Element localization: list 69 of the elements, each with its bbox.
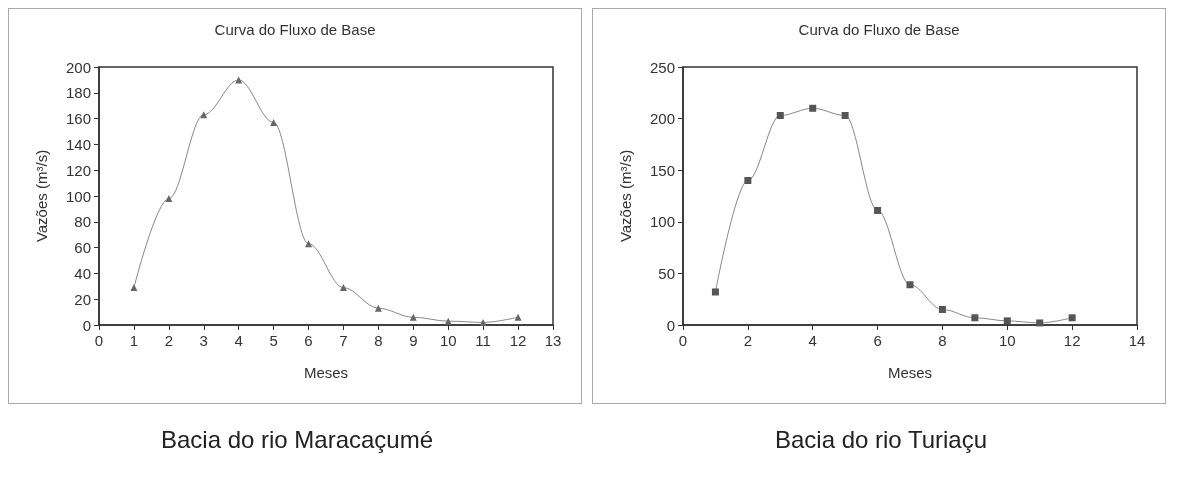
y-tick-label: 0: [666, 316, 675, 334]
point: [165, 195, 173, 203]
y-tick-label: 50: [658, 264, 675, 282]
x-tick-label: 13: [544, 332, 562, 349]
point: [479, 318, 487, 326]
chart-title: Curva do Fluxo de Base: [798, 21, 960, 38]
y-tick-label: 0: [82, 316, 91, 334]
y-tick-label: 140: [65, 135, 91, 153]
point: [906, 281, 914, 289]
y-tick-label: 180: [65, 84, 91, 102]
point: [874, 206, 882, 214]
x-tick-label: 14: [1128, 332, 1146, 349]
point: [776, 112, 784, 119]
x-axis-title: Meses: [887, 364, 933, 381]
x-tick-label: 2: [743, 332, 753, 349]
point: [971, 314, 979, 322]
y-axis-title: Vazões (m³/s): [33, 149, 50, 243]
point: [514, 313, 522, 321]
x-tick-label: 2: [164, 332, 174, 349]
x-tick-label: 3: [199, 332, 208, 349]
point: [1068, 314, 1076, 322]
text: Bacia do rio Maracaçumé: [159, 426, 435, 454]
point: [270, 118, 278, 126]
y-tick-label: 20: [74, 290, 91, 308]
point: [305, 240, 313, 248]
x-tick-label: 0: [678, 332, 688, 349]
x-tick-label: 4: [234, 332, 243, 349]
point: [444, 317, 452, 325]
y-tick-label: 80: [74, 213, 91, 231]
y-tick-label: 100: [65, 187, 91, 205]
x-tick-label: 6: [873, 332, 882, 349]
x-tick-label: 1: [129, 332, 139, 349]
y-tick-label: 120: [65, 161, 91, 179]
x-tick-label: 8: [374, 332, 383, 349]
y-tick-label: 40: [74, 264, 91, 282]
x-tick-label: 8: [938, 332, 947, 349]
y-tick-label: 200: [649, 110, 675, 128]
y-tick-label: 200: [65, 58, 91, 76]
point: [339, 284, 347, 292]
x-tick-label: 12: [509, 332, 527, 349]
x-tick-label: 12: [1063, 332, 1081, 349]
x-tick-label: 10: [998, 332, 1016, 349]
x-tick-label: 10: [439, 332, 457, 349]
point: [938, 306, 946, 314]
y-tick-label: 160: [65, 110, 91, 128]
y-axis-title: Vazões (m³/s): [617, 149, 634, 243]
x-tick-label: 11: [475, 332, 491, 349]
point: [711, 288, 719, 296]
x-tick-label: 0: [94, 332, 104, 349]
point: [409, 313, 417, 321]
x-axis-title: Meses: [303, 364, 349, 381]
point: [841, 112, 849, 119]
chart-title: Curva do Fluxo de Base: [214, 21, 376, 38]
y-tick-label: 60: [74, 239, 91, 257]
x-tick-label: 9: [409, 332, 418, 349]
point: [374, 304, 382, 312]
x-tick-label: 5: [269, 332, 278, 349]
x-tick-label: 7: [339, 332, 348, 349]
y-tick-label: 150: [649, 161, 675, 179]
text: Bacia do rio Turiaçu: [773, 426, 989, 454]
x-tick-label: 6: [304, 332, 313, 349]
point: [1036, 319, 1044, 327]
y-tick-label: 100: [649, 213, 675, 231]
point: [809, 104, 817, 112]
y-tick-label: 250: [649, 58, 675, 76]
x-tick-label: 4: [808, 332, 817, 349]
point: [744, 177, 752, 185]
point: [130, 284, 138, 292]
point: [1003, 317, 1011, 325]
